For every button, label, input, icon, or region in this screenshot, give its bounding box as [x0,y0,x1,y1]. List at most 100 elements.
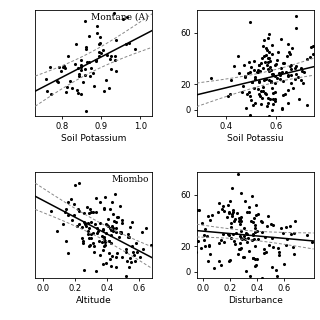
Point [238,236,244,241]
Point [286,73,291,78]
Point [241,84,246,89]
Point [233,230,238,236]
Point [244,92,249,97]
Point [221,209,226,214]
Point [125,258,130,263]
Point [76,72,82,77]
Point [273,99,278,104]
Point [297,96,302,101]
Point [111,10,116,15]
Point [65,199,70,204]
Point [97,252,102,257]
Point [82,66,87,71]
Point [231,219,236,224]
Point [268,68,274,73]
Point [294,13,299,18]
Point [255,69,260,75]
Point [248,97,253,102]
Point [271,119,276,124]
Point [252,244,258,249]
Point [283,92,288,97]
Point [101,244,107,249]
Point [259,101,264,106]
Point [148,243,153,248]
Point [283,70,288,75]
Point [72,61,77,66]
Point [268,79,273,84]
Point [251,255,256,260]
Point [78,64,84,69]
Point [84,44,89,49]
Point [77,208,82,213]
Point [229,225,234,230]
Point [113,254,118,259]
Point [272,90,277,95]
Point [267,68,272,73]
Point [267,121,272,126]
Point [314,99,319,104]
Point [62,66,68,71]
Point [267,77,272,83]
Point [248,219,253,224]
Point [101,47,106,52]
Point [98,41,103,46]
Point [92,249,97,254]
Point [294,64,299,69]
Point [78,68,84,73]
Point [293,26,298,31]
Point [101,236,106,242]
X-axis label: Altitude: Altitude [76,296,112,305]
Point [277,77,283,82]
Point [248,112,253,117]
Point [127,264,132,269]
Point [260,219,265,224]
Point [237,217,242,222]
Point [112,191,117,196]
Point [76,74,81,79]
Point [319,69,320,74]
Point [265,213,270,219]
Point [107,56,112,61]
Point [285,87,290,92]
Point [92,84,97,89]
Point [288,224,293,229]
Point [243,74,248,79]
Point [267,114,272,119]
Point [269,108,275,113]
Point [229,212,235,217]
Point [238,219,243,224]
Point [65,251,70,256]
Point [232,241,237,246]
Point [201,237,206,243]
Point [244,240,250,245]
Point [269,72,274,77]
Point [250,231,255,236]
Point [279,71,284,76]
Point [137,254,142,260]
Point [132,293,137,298]
Point [282,261,287,267]
Point [253,74,258,79]
Point [210,213,215,218]
Point [91,210,96,215]
Point [108,233,113,238]
Point [242,234,247,239]
Point [257,62,262,67]
Point [85,231,90,236]
Point [298,77,303,82]
Point [279,36,284,41]
Text: Montane (A): Montane (A) [91,13,149,22]
Point [265,95,270,100]
Point [278,66,284,71]
Point [263,45,268,51]
Point [311,44,316,49]
Point [274,61,279,66]
Point [76,221,82,227]
Point [106,239,111,244]
Point [62,165,67,170]
Point [285,54,290,59]
Point [37,144,43,149]
Point [106,217,111,222]
Point [250,256,255,261]
Point [63,238,68,244]
